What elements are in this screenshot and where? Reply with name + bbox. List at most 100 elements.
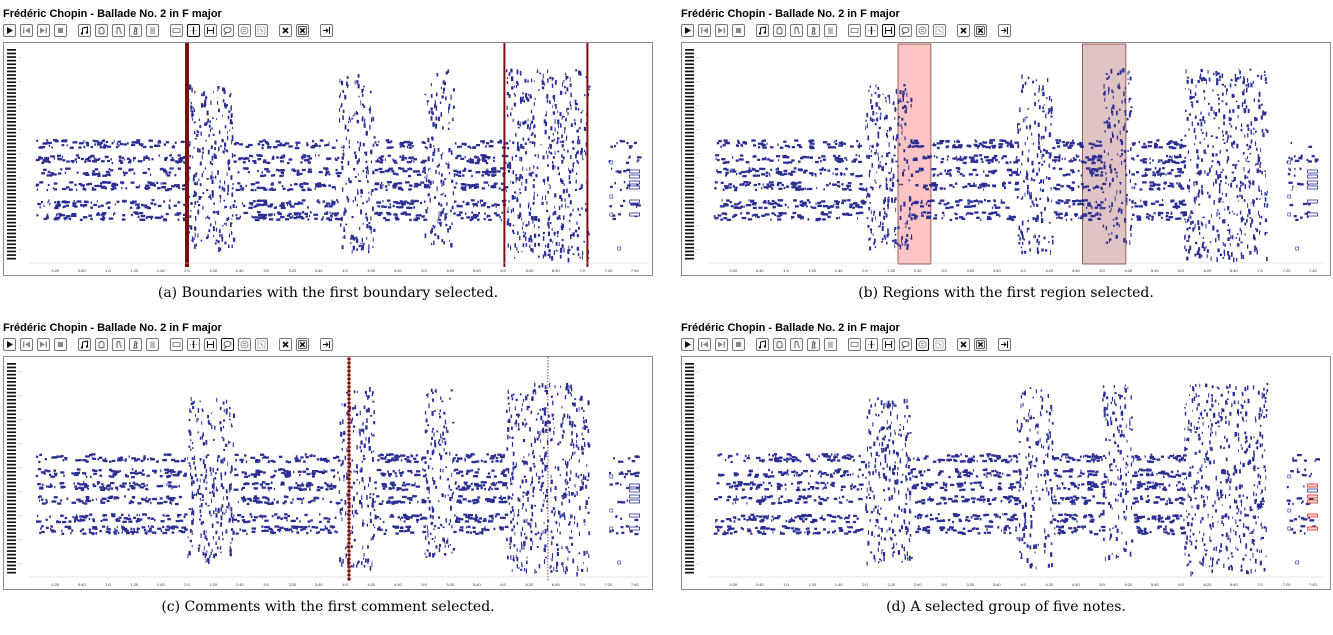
boundary-mode-button[interactable]	[865, 338, 878, 351]
hand-view-button[interactable]	[112, 338, 125, 351]
note-layer[interactable]	[713, 382, 1320, 577]
score-button[interactable]	[146, 24, 159, 37]
selected-note[interactable]	[1307, 494, 1318, 499]
note[interactable]	[609, 160, 614, 165]
delete-button[interactable]	[279, 338, 292, 351]
selected-note[interactable]	[1307, 483, 1318, 488]
skip-back-button[interactable]	[698, 24, 711, 37]
boundary-mode-button[interactable]	[187, 338, 200, 351]
selected-region[interactable]	[897, 43, 932, 265]
note[interactable]	[1287, 194, 1292, 199]
selection-mode-button[interactable]	[933, 24, 946, 37]
fit-button[interactable]	[998, 338, 1011, 351]
stop-button[interactable]	[54, 24, 67, 37]
delete-button[interactable]	[957, 338, 970, 351]
note-layer[interactable]	[35, 68, 642, 263]
note[interactable]	[1287, 474, 1292, 479]
delete-button[interactable]	[279, 24, 292, 37]
boundary[interactable]	[586, 43, 589, 267]
note[interactable]	[1307, 180, 1318, 185]
note[interactable]	[1287, 212, 1292, 217]
region-mode-button[interactable]	[204, 338, 217, 351]
delete-button[interactable]	[957, 24, 970, 37]
note[interactable]	[1307, 488, 1318, 493]
notes-view-button[interactable]	[756, 338, 769, 351]
fit-button[interactable]	[320, 338, 333, 351]
note[interactable]	[609, 194, 614, 199]
final-chords[interactable]	[609, 160, 640, 251]
note-group-mode-button[interactable]	[238, 24, 251, 37]
delete-all-button[interactable]	[296, 24, 309, 37]
skip-forward-button[interactable]	[715, 338, 728, 351]
hand-view-button[interactable]	[112, 24, 125, 37]
note[interactable]	[609, 474, 614, 479]
hand-view-button[interactable]	[790, 338, 803, 351]
piano-roll[interactable]: 0:20 0:40 1:0 1:20 1:40 2:0 2:20 2:40 3:0 3:20 3:4…	[681, 356, 1331, 590]
note[interactable]	[1307, 185, 1318, 190]
note[interactable]	[1307, 212, 1318, 217]
piano-roll-canvas[interactable]: 0:20 0:40 1:0 1:20 1:40 2:0 2:20 2:40 3:0 3:20 3:4…	[4, 357, 652, 589]
boundary[interactable]	[503, 43, 506, 267]
play-button[interactable]	[681, 24, 694, 37]
notes-view-button[interactable]	[756, 24, 769, 37]
boundary-mode-button[interactable]	[865, 24, 878, 37]
hand-view-button[interactable]	[790, 24, 803, 37]
skip-back-button[interactable]	[20, 338, 33, 351]
note[interactable]	[617, 246, 622, 251]
skip-forward-button[interactable]	[715, 24, 728, 37]
note[interactable]	[1307, 174, 1318, 179]
piano-roll[interactable]: 0:20 0:40 1:0 1:20 1:40 2:0 2:20 2:40 3:0 3:20 3:4…	[3, 42, 653, 276]
pedal-view-button[interactable]	[773, 338, 786, 351]
comment-mode-button[interactable]	[899, 338, 912, 351]
note[interactable]	[609, 508, 614, 513]
skip-back-button[interactable]	[698, 338, 711, 351]
piano-roll-canvas[interactable]: 0:20 0:40 1:0 1:20 1:40 2:0 2:20 2:40 3:0 3:20 3:4…	[682, 43, 1330, 275]
note[interactable]	[1295, 246, 1300, 251]
note-group-mode-button[interactable]	[916, 338, 929, 351]
skip-forward-button[interactable]	[37, 24, 50, 37]
final-chords[interactable]	[1287, 160, 1318, 251]
fit-button[interactable]	[998, 24, 1011, 37]
comment-mode-button[interactable]	[899, 24, 912, 37]
note[interactable]	[629, 513, 640, 518]
piano-roll-canvas[interactable]: 0:20 0:40 1:0 1:20 1:40 2:0 2:20 2:40 3:0 3:20 3:4…	[682, 357, 1330, 589]
delete-all-button[interactable]	[974, 338, 987, 351]
region-empty-button[interactable]	[170, 24, 183, 37]
boundary-mode-button[interactable]	[187, 24, 200, 37]
note-group-mode-button[interactable]	[238, 338, 251, 351]
play-button[interactable]	[3, 24, 16, 37]
note[interactable]	[629, 185, 640, 190]
selection-mode-button[interactable]	[933, 338, 946, 351]
note-layer[interactable]	[35, 382, 640, 577]
note[interactable]	[629, 180, 640, 185]
note[interactable]	[1287, 160, 1292, 165]
notes-view-button[interactable]	[78, 24, 91, 37]
piano-roll[interactable]: 0:20 0:40 1:0 1:20 1:40 2:0 2:20 2:40 3:0 3:20 3:4…	[681, 42, 1331, 276]
region[interactable]	[1081, 43, 1127, 265]
note-layer[interactable]	[713, 68, 1319, 263]
note[interactable]	[629, 169, 640, 174]
selected-note[interactable]	[1307, 526, 1318, 531]
delete-all-button[interactable]	[974, 24, 987, 37]
note[interactable]	[1295, 560, 1300, 565]
note[interactable]	[629, 483, 640, 488]
note[interactable]	[629, 199, 640, 204]
note[interactable]	[629, 499, 640, 504]
final-chords[interactable]	[1287, 474, 1318, 565]
fit-button[interactable]	[320, 24, 333, 37]
region-empty-button[interactable]	[848, 24, 861, 37]
selected-note[interactable]	[1307, 513, 1318, 518]
comment-mode-button[interactable]	[221, 24, 234, 37]
selection-mode-button[interactable]	[255, 338, 268, 351]
selected-note[interactable]	[1307, 499, 1318, 504]
piano-roll[interactable]: 0:20 0:40 1:0 1:20 1:40 2:0 2:20 2:40 3:0 3:20 3:4…	[3, 356, 653, 590]
stop-button[interactable]	[54, 338, 67, 351]
note[interactable]	[609, 526, 614, 531]
metronome-button[interactable]	[129, 338, 142, 351]
metronome-button[interactable]	[129, 24, 142, 37]
comment-mode-button[interactable]	[221, 338, 234, 351]
note[interactable]	[609, 212, 614, 217]
play-button[interactable]	[3, 338, 16, 351]
skip-back-button[interactable]	[20, 24, 33, 37]
region-mode-button[interactable]	[882, 24, 895, 37]
